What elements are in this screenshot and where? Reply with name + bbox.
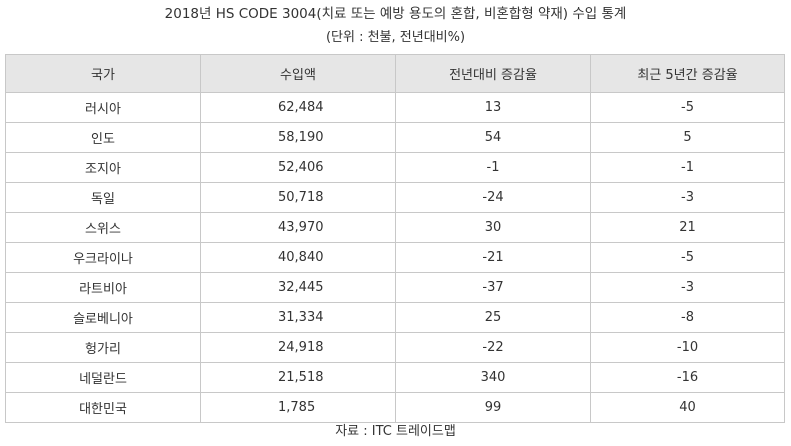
cell-country: 조지아 — [5, 152, 201, 183]
cell-country: 인도 — [5, 122, 201, 153]
table-row: 우크라이나 40,840 -21 -5 — [5, 242, 785, 273]
cell-yoy-change: -21 — [395, 242, 591, 273]
cell-import-amount: 40,840 — [200, 242, 396, 273]
cell-country: 러시아 — [5, 92, 201, 123]
cell-5year-change: -5 — [590, 92, 785, 123]
table-row: 인도 58,190 54 5 — [5, 122, 785, 153]
cell-yoy-change: 54 — [395, 122, 591, 153]
cell-import-amount: 43,970 — [200, 212, 396, 243]
cell-country: 헝가리 — [5, 332, 201, 363]
cell-yoy-change: 30 — [395, 212, 591, 243]
table-row: 슬로베니아 31,334 25 -8 — [5, 302, 785, 333]
table-header-row: 국가 수입액 전년대비 증감율 최근 5년간 증감율 — [5, 54, 785, 93]
table-row: 대한민국 1,785 99 40 — [5, 392, 785, 423]
cell-5year-change: -16 — [590, 362, 785, 393]
cell-country: 독일 — [5, 182, 201, 213]
import-statistics-table: 국가 수입액 전년대비 증감율 최근 5년간 증감율 러시아 62,484 13 -5… — [5, 54, 785, 423]
table-unit-note: (단위 : 천불, 전년대비%) — [325, 30, 466, 45]
cell-5year-change: -8 — [590, 302, 785, 333]
table-row: 라트비아 32,445 -37 -3 — [5, 272, 785, 303]
cell-country: 슬로베니아 — [5, 302, 201, 333]
cell-country: 우크라이나 — [5, 242, 201, 273]
cell-yoy-change: -22 — [395, 332, 591, 363]
cell-import-amount: 21,518 — [200, 362, 396, 393]
table-row: 독일 50,718 -24 -3 — [5, 182, 785, 213]
table-row: 조지아 52,406 -1 -1 — [5, 152, 785, 183]
cell-import-amount: 32,445 — [200, 272, 396, 303]
header-country: 국가 — [5, 54, 201, 93]
cell-import-amount: 58,190 — [200, 122, 396, 153]
table-row: 스위스 43,970 30 21 — [5, 212, 785, 243]
cell-yoy-change: 13 — [395, 92, 591, 123]
cell-yoy-change: 340 — [395, 362, 591, 393]
cell-yoy-change: 99 — [395, 392, 591, 423]
cell-import-amount: 1,785 — [200, 392, 396, 423]
cell-5year-change: -5 — [590, 242, 785, 273]
source-note: 자료 : ITC 트레이드맵 — [335, 424, 456, 439]
cell-yoy-change: -37 — [395, 272, 591, 303]
table-body: 러시아 62,484 13 -5 인도 58,190 54 5 조지아 52,406 -1 -1 독일 5… — [5, 92, 785, 423]
cell-import-amount: 52,406 — [200, 152, 396, 183]
cell-5year-change: -3 — [590, 182, 785, 213]
cell-import-amount: 31,334 — [200, 302, 396, 333]
cell-import-amount: 62,484 — [200, 92, 396, 123]
table-row: 헝가리 24,918 -22 -10 — [5, 332, 785, 363]
cell-country: 대한민국 — [5, 392, 201, 423]
header-5year-change: 최근 5년간 증감율 — [590, 54, 785, 93]
cell-import-amount: 50,718 — [200, 182, 396, 213]
cell-country: 네덜란드 — [5, 362, 201, 393]
cell-yoy-change: 25 — [395, 302, 591, 333]
table-row: 네덜란드 21,518 340 -16 — [5, 362, 785, 393]
table-row: 러시아 62,484 13 -5 — [5, 92, 785, 123]
table-title: 2018년 HS CODE 3004(치료 또는 예방 용도의 혼합, 비혼합형… — [164, 6, 627, 22]
cell-yoy-change: -24 — [395, 182, 591, 213]
cell-5year-change: 5 — [590, 122, 785, 153]
cell-country: 스위스 — [5, 212, 201, 243]
header-yoy-change: 전년대비 증감율 — [395, 54, 591, 93]
cell-import-amount: 24,918 — [200, 332, 396, 363]
header-import-amount: 수입액 — [200, 54, 396, 93]
cell-country: 라트비아 — [5, 272, 201, 303]
cell-5year-change: 21 — [590, 212, 785, 243]
cell-5year-change: -3 — [590, 272, 785, 303]
cell-5year-change: -10 — [590, 332, 785, 363]
cell-5year-change: -1 — [590, 152, 785, 183]
cell-5year-change: 40 — [590, 392, 785, 423]
cell-yoy-change: -1 — [395, 152, 591, 183]
